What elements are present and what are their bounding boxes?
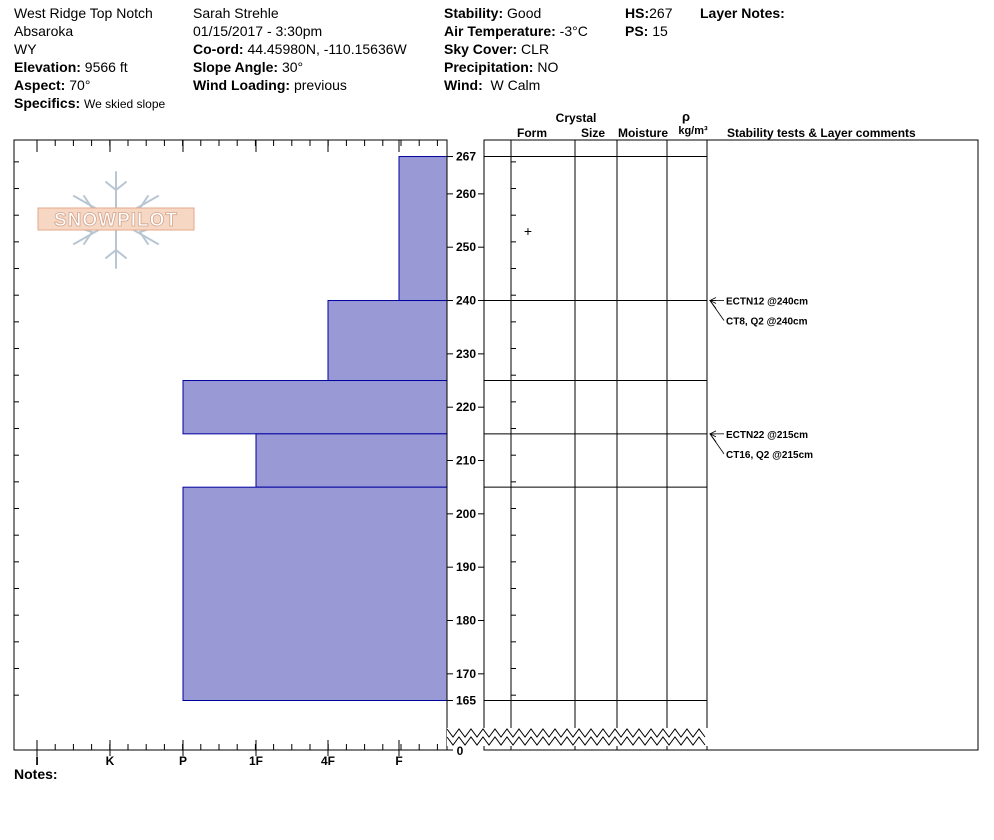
observation-datetime: 01/15/2017 - 3:30pm [193,23,323,39]
snowpilot-logo: SNOWPILOT [37,171,195,269]
snow-height: HS:267 [625,5,673,21]
observer-name: Sarah Strehle [193,5,279,21]
depth-label-190: 190 [456,560,476,574]
wind-loading: Wind Loading: previous [193,77,347,93]
axis-break-zigzag-lower [446,736,706,746]
hardness-bar-3 [255,433,448,488]
depth-axis: 170 180 190 200 210 220 230 240 250 260 0 165 267 [446,140,484,758]
layer-table-frame [483,139,979,751]
aspect: Aspect: 70° [14,77,91,93]
air-temperature: Air Temperature: -3°C [444,23,588,39]
coordinates: Co-ord: 44.45980N, -110.15636W [193,41,407,57]
logo-text: SNOWPILOT [54,210,178,231]
hardness-label-1F: 1F [249,754,263,768]
hardness-label-4F: 4F [321,754,335,768]
hardness-label-P: P [179,754,187,768]
layer-notes-label: Layer Notes: [700,5,785,21]
hardness-bar-0 [398,156,448,302]
mountain-range: Absaroka [14,23,74,39]
depth-label-230: 230 [456,347,476,361]
notes-label: Notes: [14,766,58,782]
depth-label-240: 240 [456,294,476,308]
crystal-form-symbol-0: + [524,223,532,239]
hardness-label-I: I [35,754,38,768]
elevation: Elevation: 9566 ft [14,59,128,75]
stability-test-label-2: ECTN22 @215cm [726,430,808,441]
hardness-bar-4 [182,486,448,701]
header-col4: HS:267 PS: 15 [625,4,672,40]
depth-label-250: 250 [456,240,476,254]
slope-angle: Slope Angle: 30° [193,59,304,75]
depth-label-170: 170 [456,667,476,681]
header-density-unit: kg/m³ [678,125,708,137]
stability-test-label-1: CT8, Q2 @240cm [726,317,808,328]
hardness-axis-labels: I K P 1F 4F F [35,754,402,768]
specifics: Specifics: We skied slope [14,95,166,111]
header-comments: Stability tests & Layer comments [727,126,916,140]
header-col2: Sarah Strehle 01/15/2017 - 3:30pm Co-ord… [193,4,407,94]
hardness-bar-1 [327,300,448,382]
header-rho: ρ [682,109,690,124]
pit-depth: PS: 15 [625,23,668,39]
depth-label-267: 267 [456,150,476,164]
hardness-label-F: F [395,754,402,768]
hardness-axis-ticks [14,140,438,756]
header-size: Size [581,126,605,140]
hardness-bar-2 [182,380,448,435]
layer-table-lines [484,140,708,750]
stability-tests: ECTN12 @240cm CT8, Q2 @240cm ECTN22 @215cm… [709,297,813,461]
axis-break-zigzag [446,728,708,746]
header-crystal: Crystal [556,111,597,125]
header-moisture: Moisture [618,126,668,140]
stability: Stability: Good [444,5,542,21]
depth-label-260: 260 [456,187,476,201]
layer-table-headers: Crystal Form Size Moisture ρ kg/m³ Stabi… [517,109,916,140]
header-col1: West Ridge Top Notch Absaroka WY Elevati… [14,4,165,113]
header-form: Form [517,126,547,140]
depth-label-0: 0 [457,744,464,758]
location-name: West Ridge Top Notch [14,5,153,21]
sky-cover: Sky Cover: CLR [444,41,550,57]
layer-table-ticks [511,161,516,696]
logo-banner [37,207,195,231]
depth-label-210: 210 [456,454,476,468]
stability-test-label-0: ECTN12 @240cm [726,297,808,308]
state: WY [14,41,37,57]
precipitation: Precipitation: NO [444,59,559,75]
depth-label-165: 165 [456,694,476,708]
hardness-bars [182,156,448,701]
axis-break-zigzag-upper [446,728,706,738]
header-col3: Stability: Good Air Temperature: -3°C Sk… [444,4,588,94]
wind: Wind: W Calm [444,77,541,93]
depth-label-180: 180 [456,614,476,628]
stability-test-arrowhead-3 [709,433,717,443]
stability-test-label-3: CT16, Q2 @215cm [726,450,813,461]
depth-label-220: 220 [456,400,476,414]
crystal-form-symbols: + [524,223,532,239]
stability-test-arrowhead-1 [709,300,717,309]
depth-label-200: 200 [456,507,476,521]
hardness-label-K: K [106,754,115,768]
